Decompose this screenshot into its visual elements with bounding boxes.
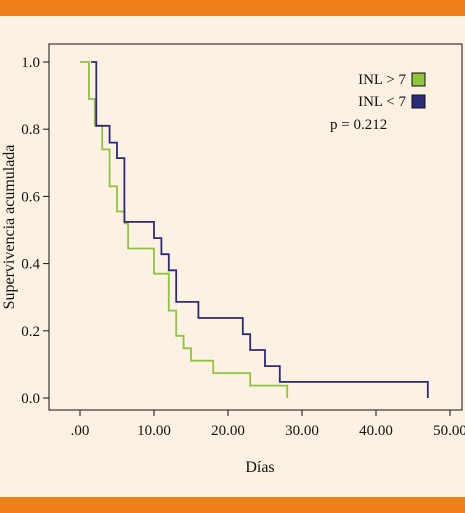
x-tick-label: 10.00 <box>137 423 171 439</box>
x-tick-label: 50.00 <box>433 423 465 439</box>
series-line-0 <box>80 61 289 398</box>
y-axis-title: Supervivencia acumulada <box>1 145 18 310</box>
plot-frame <box>48 43 463 411</box>
y-axis: 0.0 0.2 0.4 0.6 0.8 1.0 <box>21 55 49 407</box>
legend-swatch-inl-lt-7 <box>411 94 426 109</box>
legend-label-inl-gt-7: INL > 7 <box>358 72 406 88</box>
legend-swatch-inl-gt-7 <box>411 72 426 87</box>
x-tick-label: .00 <box>71 423 90 439</box>
series-line-1 <box>91 61 429 398</box>
y-tick-label: 0.4 <box>21 257 40 273</box>
legend-label-inl-lt-7: INL < 7 <box>358 94 406 110</box>
bottom-orange-band <box>0 497 465 513</box>
x-axis-title: Días <box>245 459 274 476</box>
y-tick-label: 0.8 <box>21 122 40 138</box>
x-tick-label: 20.00 <box>211 423 245 439</box>
y-tick-label: 0.2 <box>21 324 40 340</box>
x-tick-label: 30.00 <box>285 423 319 439</box>
x-axis: .00 10.00 20.00 30.00 40.00 50.00 <box>71 410 465 439</box>
y-tick-label: 0.0 <box>21 391 40 407</box>
x-tick-label: 40.00 <box>359 423 393 439</box>
y-tick-label: 1.0 <box>21 55 40 71</box>
y-tick-label: 0.6 <box>21 189 40 205</box>
top-orange-band <box>0 0 465 16</box>
series-layer <box>80 61 429 398</box>
p-value-annotation: p = 0.212 <box>330 117 387 133</box>
